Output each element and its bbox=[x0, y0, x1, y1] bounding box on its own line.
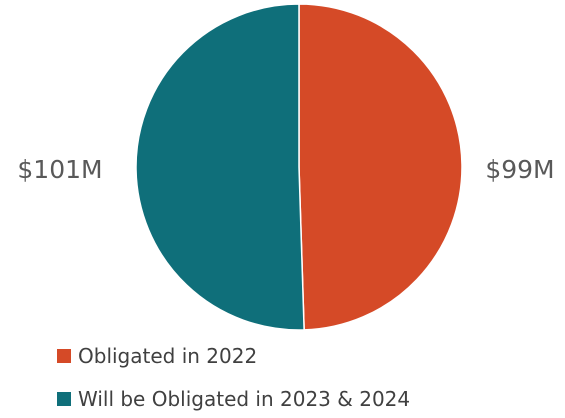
pie-slices bbox=[135, 3, 463, 331]
legend-item-obligated-2023-2024: Will be Obligated in 2023 & 2024 bbox=[57, 387, 410, 411]
legend-swatch-obligated-2022 bbox=[57, 349, 71, 363]
data-label-obligated-2023-2024: $101M bbox=[17, 155, 102, 184]
data-label-obligated-2022: $99M bbox=[485, 155, 554, 184]
legend: Obligated in 2022 Will be Obligated in 2… bbox=[57, 344, 410, 411]
legend-item-obligated-2022: Obligated in 2022 bbox=[57, 344, 257, 368]
pie-slice-obligated-2022 bbox=[298, 3, 463, 331]
legend-label-obligated-2023-2024: Will be Obligated in 2023 & 2024 bbox=[78, 387, 410, 411]
pie-slice-obligated-2023-2024 bbox=[135, 3, 305, 331]
legend-swatch-obligated-2023-2024 bbox=[57, 392, 71, 406]
legend-label-obligated-2022: Obligated in 2022 bbox=[78, 344, 257, 368]
